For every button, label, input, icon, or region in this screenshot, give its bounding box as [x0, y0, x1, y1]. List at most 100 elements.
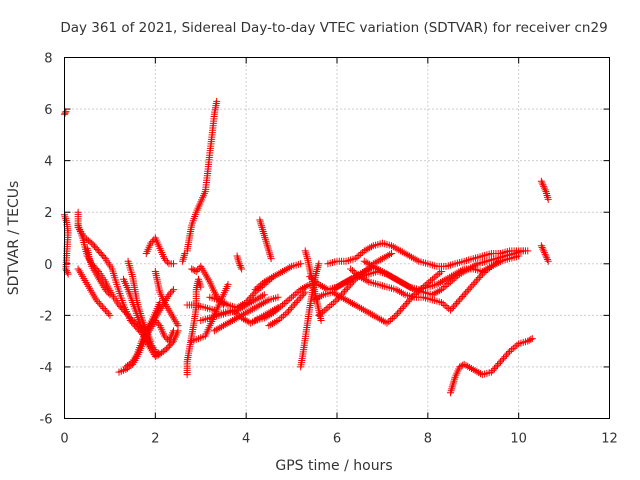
- data-point: [540, 247, 548, 255]
- data-point: [253, 284, 261, 292]
- data-point: [413, 256, 421, 264]
- data-point: [197, 283, 205, 291]
- data-point: [168, 287, 176, 295]
- data-point: [542, 252, 550, 260]
- data-point: [347, 265, 355, 273]
- data-point: [331, 297, 339, 305]
- series-track-16: [188, 280, 232, 345]
- data-point: [297, 260, 305, 268]
- data-point: [330, 285, 338, 293]
- data-point: [160, 332, 168, 340]
- data-point: [293, 289, 301, 297]
- y-tick-label: 6: [44, 103, 52, 118]
- data-point: [261, 233, 269, 241]
- data-point: [358, 248, 366, 256]
- data-point: [320, 307, 328, 315]
- data-point: [506, 347, 514, 355]
- data-point: [493, 259, 501, 267]
- data-point: [388, 273, 395, 281]
- data-point: [221, 321, 229, 329]
- data-point: [388, 314, 396, 322]
- data-point: [357, 250, 365, 258]
- data-point: [162, 334, 170, 342]
- data-point: [103, 287, 111, 295]
- data-point: [220, 299, 228, 307]
- data-point: [460, 291, 468, 299]
- data-point: [354, 271, 362, 279]
- data-point: [238, 314, 246, 322]
- data-point: [451, 301, 459, 309]
- data-point: [236, 312, 244, 320]
- data-point: [363, 308, 371, 316]
- data-point: [292, 298, 300, 306]
- series-track-15: [179, 249, 189, 265]
- data-point: [443, 281, 451, 289]
- data-point: [181, 249, 189, 257]
- data-point: [457, 362, 465, 370]
- data-point: [466, 363, 474, 371]
- data-point: [386, 251, 394, 259]
- data-point: [401, 301, 409, 309]
- data-point: [63, 268, 71, 276]
- data-point: [397, 247, 405, 255]
- data-point: [440, 276, 448, 284]
- data-point: [98, 303, 106, 311]
- data-point: [192, 268, 200, 276]
- data-point: [375, 257, 383, 265]
- data-point: [436, 269, 444, 277]
- data-point: [465, 286, 473, 294]
- data-point: [373, 264, 381, 272]
- data-point: [402, 250, 410, 258]
- data-point: [543, 191, 551, 199]
- data-point: [467, 364, 475, 372]
- data-point: [368, 261, 376, 269]
- data-point: [256, 216, 264, 224]
- data-point: [400, 303, 408, 311]
- data-point: [295, 287, 303, 295]
- data-point: [252, 303, 260, 311]
- data-point: [288, 293, 296, 301]
- data-point: [386, 272, 394, 280]
- data-point: [212, 326, 220, 334]
- data-point: [314, 262, 322, 270]
- data-point: [362, 258, 370, 266]
- data-point: [267, 255, 275, 263]
- data-point: [541, 186, 549, 194]
- data-point: [541, 250, 549, 258]
- data-point: [62, 217, 70, 225]
- data-point: [359, 275, 367, 283]
- data-point: [489, 261, 497, 269]
- data-point: [544, 193, 552, 201]
- data-point: [447, 278, 455, 286]
- data-point: [282, 298, 290, 306]
- data-point: [227, 318, 235, 326]
- data-point: [317, 281, 325, 289]
- data-point: [315, 260, 323, 268]
- data-point: [332, 284, 340, 292]
- data-point: [402, 281, 410, 289]
- data-point: [380, 269, 388, 277]
- data-point: [180, 253, 188, 261]
- data-point: [318, 282, 326, 290]
- data-point: [233, 252, 241, 260]
- data-point: [288, 304, 296, 312]
- data-point: [480, 266, 488, 274]
- data-point: [86, 238, 94, 246]
- data-point: [266, 311, 274, 319]
- data-point: [267, 253, 275, 261]
- data-point: [278, 313, 286, 321]
- data-point: [360, 257, 368, 265]
- data-point: [237, 263, 245, 271]
- data-point: [239, 301, 247, 309]
- data-point: [497, 358, 504, 366]
- data-point: [106, 291, 114, 299]
- data-point: [398, 279, 406, 287]
- data-point: [482, 265, 490, 273]
- series-track-26: [251, 280, 314, 325]
- x-tick-label: 0: [60, 432, 68, 447]
- x-tick-label: 12: [601, 432, 618, 447]
- data-point: [376, 315, 384, 323]
- data-point: [279, 301, 286, 309]
- data-point: [385, 318, 393, 326]
- data-point: [245, 295, 253, 303]
